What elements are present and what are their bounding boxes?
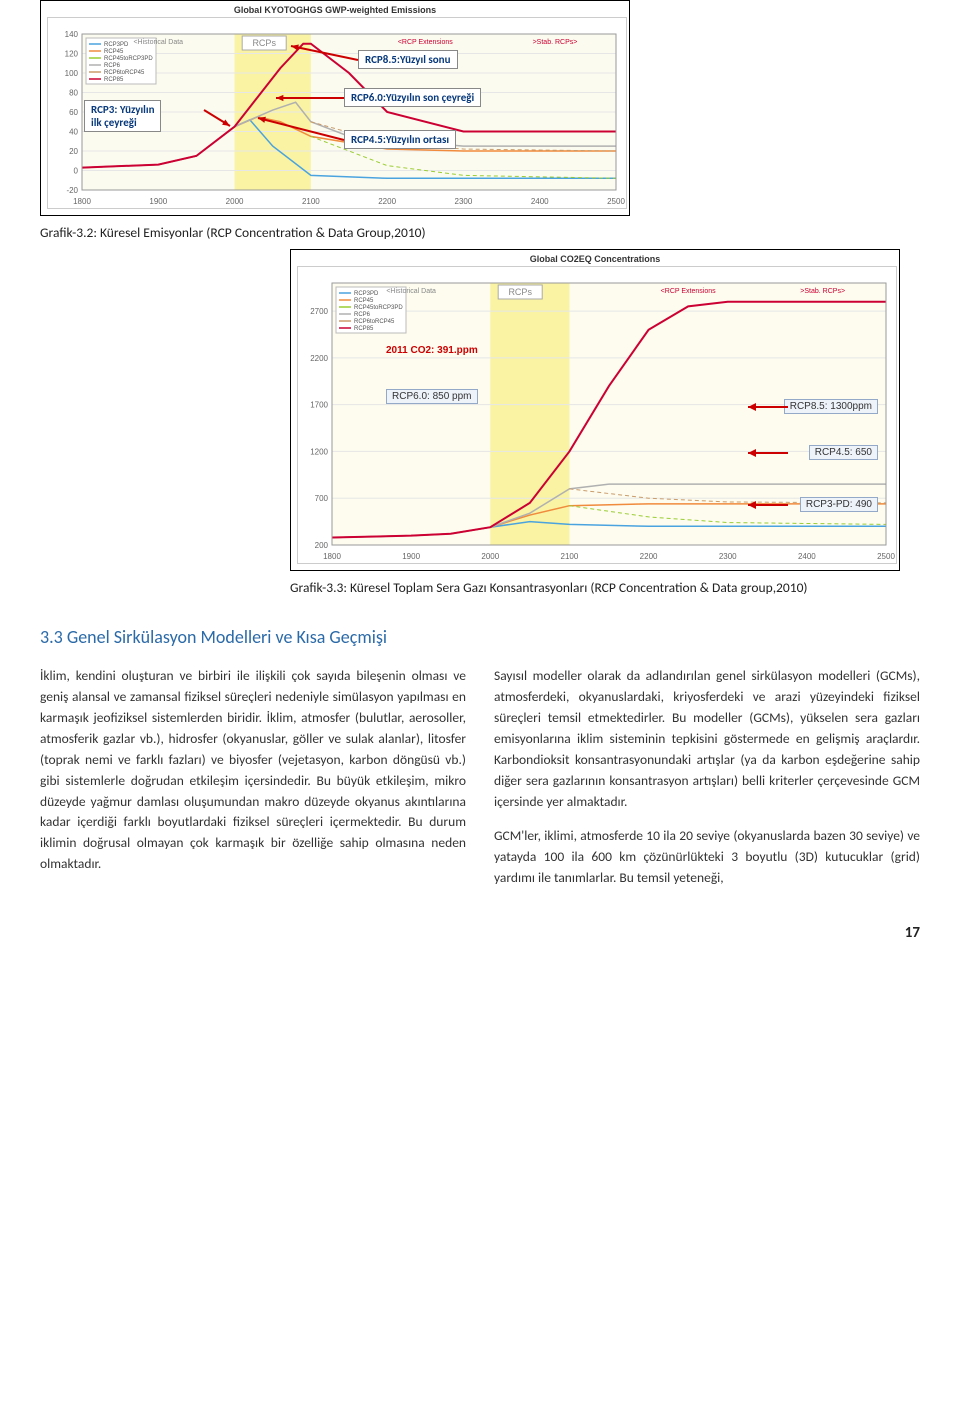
svg-text:>Stab. RCPs>: >Stab. RCPs> [533, 39, 578, 46]
svg-text:2100: 2100 [561, 552, 579, 561]
svg-text:RCPs: RCPs [252, 38, 276, 48]
svg-text:RCP6: RCP6 [354, 312, 371, 318]
svg-text:200: 200 [315, 541, 329, 550]
svg-text:1700: 1700 [310, 401, 328, 410]
svg-text:RCP45toRCP3PD: RCP45toRCP3PD [104, 56, 153, 62]
svg-text:1200: 1200 [310, 447, 328, 456]
svg-text:700: 700 [315, 494, 329, 503]
section-heading: 3.3 Genel Sirkülasyon Modelleri ve Kısa … [40, 626, 920, 648]
svg-text:100: 100 [65, 69, 79, 78]
svg-text:<RCP Extensions: <RCP Extensions [661, 288, 716, 295]
svg-text:2200: 2200 [640, 552, 658, 561]
svg-text:RCP6: RCP6 [104, 63, 121, 69]
figure-2-chart: 200 700 1200 1700 2200 2700 1800 1900 2000 2100 22… [297, 266, 897, 564]
svg-text:RCP45: RCP45 [354, 298, 374, 304]
figure-2-title: Global CO2EQ Concentrations [297, 254, 893, 264]
svg-text:1900: 1900 [149, 197, 167, 206]
svg-text:80: 80 [69, 89, 78, 98]
figure-1-chart: -20 0 20 40 60 80 100 120 140 1800 1900 2000 2100 220… [47, 17, 627, 209]
figure-1-title: Global KYOTOGHGS GWP-weighted Emissions [47, 5, 623, 15]
figure-1-caption: Grafik-3.2: Küresel Emisyonlar (RCP Conc… [40, 224, 920, 241]
svg-text:<Historical Data: <Historical Data [133, 39, 183, 46]
svg-text:<Historical Data: <Historical Data [386, 288, 436, 295]
svg-text:2000: 2000 [481, 552, 499, 561]
svg-text:20: 20 [69, 147, 78, 156]
svg-text:RCP85: RCP85 [354, 326, 374, 332]
svg-text:2400: 2400 [798, 552, 816, 561]
svg-text:2700: 2700 [310, 307, 328, 316]
svg-text:RCP45: RCP45 [104, 49, 124, 55]
svg-text:RCP3PD: RCP3PD [104, 42, 129, 48]
svg-text:2100: 2100 [302, 197, 320, 206]
figure-2: Global CO2EQ Concentrations 200 700 1200 17… [290, 249, 900, 571]
svg-text:RCP6toRCP45: RCP6toRCP45 [104, 70, 145, 76]
svg-text:RCP6toRCP45: RCP6toRCP45 [354, 319, 395, 325]
svg-text:2400: 2400 [531, 197, 549, 206]
svg-text:RCP85: RCP85 [104, 77, 124, 83]
svg-text:<RCP Extensions: <RCP Extensions [398, 39, 453, 46]
svg-text:2300: 2300 [719, 552, 737, 561]
svg-text:120: 120 [65, 50, 79, 59]
svg-text:1800: 1800 [323, 552, 341, 561]
svg-text:1900: 1900 [402, 552, 420, 561]
svg-text:140: 140 [65, 30, 79, 39]
svg-text:RCP45toRCP3PD: RCP45toRCP3PD [354, 305, 403, 311]
figure-2-caption: Grafik-3.3: Küresel Toplam Sera Gazı Kon… [290, 579, 850, 596]
svg-text:40: 40 [69, 128, 78, 137]
svg-text:2200: 2200 [310, 354, 328, 363]
svg-text:0: 0 [74, 167, 79, 176]
svg-text:RCPs: RCPs [508, 287, 532, 297]
svg-text:60: 60 [69, 108, 78, 117]
body-text: İklim, kendini oluşturan ve birbiri ile … [40, 666, 920, 896]
svg-text:2200: 2200 [378, 197, 396, 206]
svg-text:2000: 2000 [226, 197, 244, 206]
svg-text:-20: -20 [66, 186, 78, 195]
svg-text:>Stab. RCPs>: >Stab. RCPs> [800, 288, 845, 295]
svg-text:2300: 2300 [455, 197, 473, 206]
svg-text:1800: 1800 [73, 197, 91, 206]
page-number: 17 [40, 924, 920, 942]
svg-text:RCP3PD: RCP3PD [354, 291, 379, 297]
svg-text:2500: 2500 [877, 552, 895, 561]
figure-1: Global KYOTOGHGS GWP-weighted Emissions … [40, 0, 630, 216]
svg-text:2500: 2500 [607, 197, 625, 206]
